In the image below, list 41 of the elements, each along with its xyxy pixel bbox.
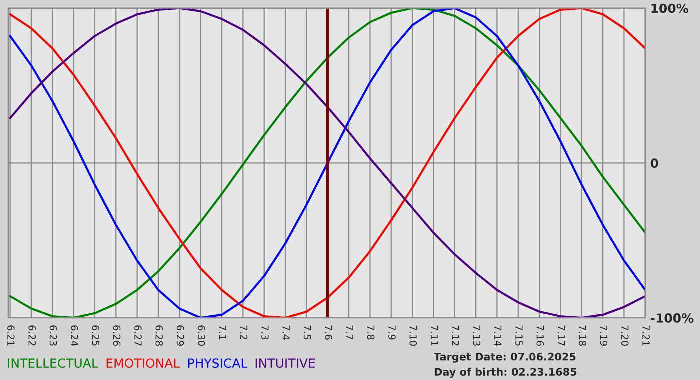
x-tick-label: 6.28 <box>156 326 164 346</box>
x-tick-label: 7.18 <box>579 326 586 346</box>
text: Day of birth: 02.23.1685 <box>434 368 577 378</box>
text: Target Date: 07.06.2025 <box>434 352 576 363</box>
x-tick-label: 7.16 <box>536 326 544 346</box>
x-tick-label: 6.23 <box>50 326 58 346</box>
x-tick-label: 7.9 <box>388 326 396 340</box>
x-tick-label: 7.5 <box>304 326 312 340</box>
x-tick-label: 7.11 <box>431 326 438 346</box>
x-tick-label: 7.6 <box>325 326 332 340</box>
x-tick-label: 6.22 <box>28 326 36 346</box>
x-tick-label: 6.27 <box>134 326 142 346</box>
x-tick-label: 7.1 <box>219 326 226 340</box>
x-tick-label: 6.24 <box>70 326 78 346</box>
line-series <box>9 8 646 318</box>
x-tick-label: 6.25 <box>92 326 100 346</box>
x-tick-label: 7.8 <box>367 326 375 340</box>
x-tick-label: 7.15 <box>516 326 523 346</box>
x-tick-label: 7.10 <box>410 326 418 346</box>
text: PHYSICAL <box>188 358 248 368</box>
x-tick-label: 6.21 <box>7 326 15 346</box>
text: INTELLECTUAL <box>8 358 98 368</box>
text: EMOTIONAL <box>106 358 180 368</box>
y-tick-label: 100% <box>652 4 688 14</box>
x-tick-label: 6.30 <box>198 326 206 346</box>
x-tick-label: 7.2 <box>240 326 248 340</box>
x-tick-label: 7.12 <box>452 326 460 346</box>
x-tick-label: 6.29 <box>176 326 184 346</box>
x-tick-label: 7.14 <box>494 326 502 346</box>
y-tick-label: -100% <box>650 314 694 323</box>
x-tick-label: 6.26 <box>113 326 121 346</box>
x-tick-label: 7.4 <box>282 326 290 340</box>
text: INTUITIVE <box>256 358 316 368</box>
x-tick-label: 7.19 <box>600 326 608 346</box>
x-tick-label: 7.17 <box>558 326 566 346</box>
x-tick-label: 7.3 <box>262 326 269 340</box>
x-tick-label: 7.7 <box>346 326 354 340</box>
x-tick-label: 7.13 <box>473 326 481 346</box>
x-tick-label: 7.20 <box>621 326 629 346</box>
y-tick-label: 0 <box>650 158 658 168</box>
x-tick-label: 7.21 <box>642 326 650 346</box>
